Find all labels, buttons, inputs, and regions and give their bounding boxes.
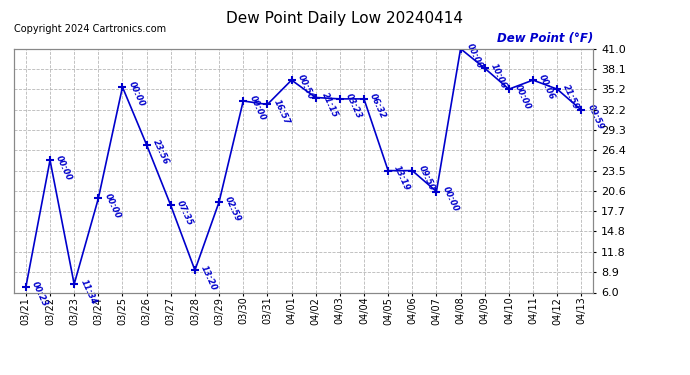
- Text: 21:15: 21:15: [320, 91, 339, 119]
- Text: 00:00: 00:00: [441, 185, 460, 213]
- Text: 16:57: 16:57: [272, 98, 291, 126]
- Text: 07:35: 07:35: [175, 199, 195, 227]
- Text: 00:50: 00:50: [296, 74, 315, 102]
- Text: 06:32: 06:32: [368, 92, 388, 120]
- Text: 00:00: 00:00: [513, 82, 533, 111]
- Text: 09:50: 09:50: [417, 164, 436, 192]
- Text: Copyright 2024 Cartronics.com: Copyright 2024 Cartronics.com: [14, 24, 166, 34]
- Text: 00:00: 00:00: [55, 154, 74, 182]
- Text: 13:20: 13:20: [199, 264, 219, 292]
- Text: 00:00: 00:00: [465, 42, 484, 70]
- Text: 00:00: 00:00: [248, 94, 267, 123]
- Text: 09:59: 09:59: [586, 104, 605, 132]
- Text: 00:06: 00:06: [538, 74, 557, 102]
- Text: 00:00: 00:00: [127, 81, 146, 109]
- Text: Dew Point (°F): Dew Point (°F): [497, 32, 593, 45]
- Text: 00:23: 00:23: [30, 280, 50, 309]
- Text: 03:23: 03:23: [344, 92, 364, 120]
- Text: 21:59: 21:59: [562, 82, 581, 111]
- Text: 13:19: 13:19: [393, 164, 412, 192]
- Text: 23:56: 23:56: [151, 138, 170, 166]
- Text: 11:34: 11:34: [79, 278, 98, 306]
- Text: 00:00: 00:00: [103, 192, 122, 220]
- Text: 02:59: 02:59: [224, 195, 243, 223]
- Text: Dew Point Daily Low 20240414: Dew Point Daily Low 20240414: [226, 11, 464, 26]
- Text: 10:06: 10:06: [489, 62, 509, 90]
